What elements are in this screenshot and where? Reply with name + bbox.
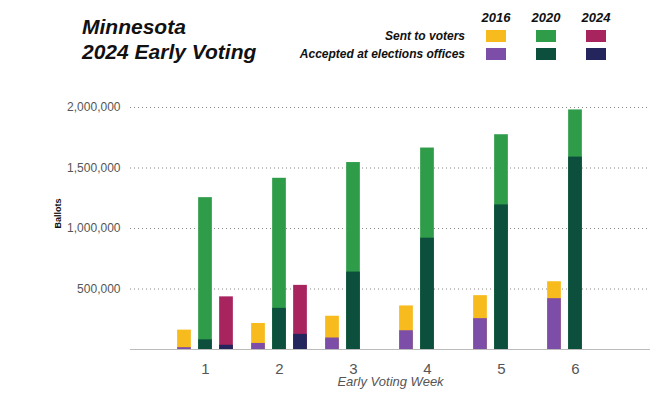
svg-text:2: 2 — [275, 360, 283, 377]
svg-text:Early Voting Week: Early Voting Week — [337, 374, 445, 389]
html-text:Accepted at elections offices: Accepted at elections offices — [299, 47, 465, 61]
svg-text:4: 4 — [423, 360, 432, 378]
html-text:Minnesota 2024 Early Voting: Minnesota 2024 Early Voting — [82, 15, 257, 63]
svg-text:500,000: 500,000 — [77, 282, 121, 296]
svg-text:1,500,000: 1,500,000 — [67, 161, 121, 175]
html-text:2016: 2016 — [481, 10, 511, 25]
html-text:2020: 2020 — [531, 10, 561, 25]
html-text:Sent to voters: Sent to voters — [385, 29, 465, 43]
svg-text:1,000,000: 1,000,000 — [67, 221, 121, 235]
svg-text:6: 6 — [571, 360, 579, 377]
svg-text:2,000,000: 2,000,000 — [67, 100, 121, 114]
svg-text:3: 3 — [349, 360, 358, 378]
svg-text:1: 1 — [201, 360, 209, 377]
html-text:2024: 2024 — [581, 10, 611, 25]
svg-text:Ballots: Ballots — [53, 198, 63, 228]
svg-text:5: 5 — [497, 360, 505, 377]
